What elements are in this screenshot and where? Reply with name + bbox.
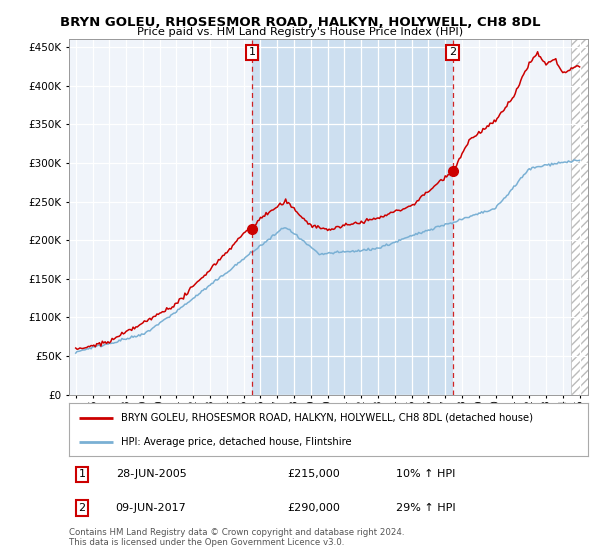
Text: 1: 1	[79, 469, 85, 479]
Text: HPI: Average price, detached house, Flintshire: HPI: Average price, detached house, Flin…	[121, 437, 352, 447]
Text: 2: 2	[449, 48, 456, 57]
Text: £215,000: £215,000	[287, 469, 340, 479]
Bar	[252, 39, 452, 395]
Text: BRYN GOLEU, RHOSESMOR ROAD, HALKYN, HOLYWELL, CH8 8DL (detached house): BRYN GOLEU, RHOSESMOR ROAD, HALKYN, HOLY…	[121, 413, 533, 423]
Text: 2: 2	[79, 503, 86, 513]
Text: BRYN GOLEU, RHOSESMOR ROAD, HALKYN, HOLYWELL, CH8 8DL: BRYN GOLEU, RHOSESMOR ROAD, HALKYN, HOLY…	[60, 16, 540, 29]
Text: 29% ↑ HPI: 29% ↑ HPI	[396, 503, 455, 513]
Text: 10% ↑ HPI: 10% ↑ HPI	[396, 469, 455, 479]
Text: Price paid vs. HM Land Registry's House Price Index (HPI): Price paid vs. HM Land Registry's House …	[137, 27, 463, 37]
Text: 09-JUN-2017: 09-JUN-2017	[116, 503, 187, 513]
Text: 28-JUN-2005: 28-JUN-2005	[116, 469, 187, 479]
Text: 1: 1	[248, 48, 256, 57]
Text: £290,000: £290,000	[287, 503, 340, 513]
Text: Contains HM Land Registry data © Crown copyright and database right 2024.
This d: Contains HM Land Registry data © Crown c…	[69, 528, 404, 547]
